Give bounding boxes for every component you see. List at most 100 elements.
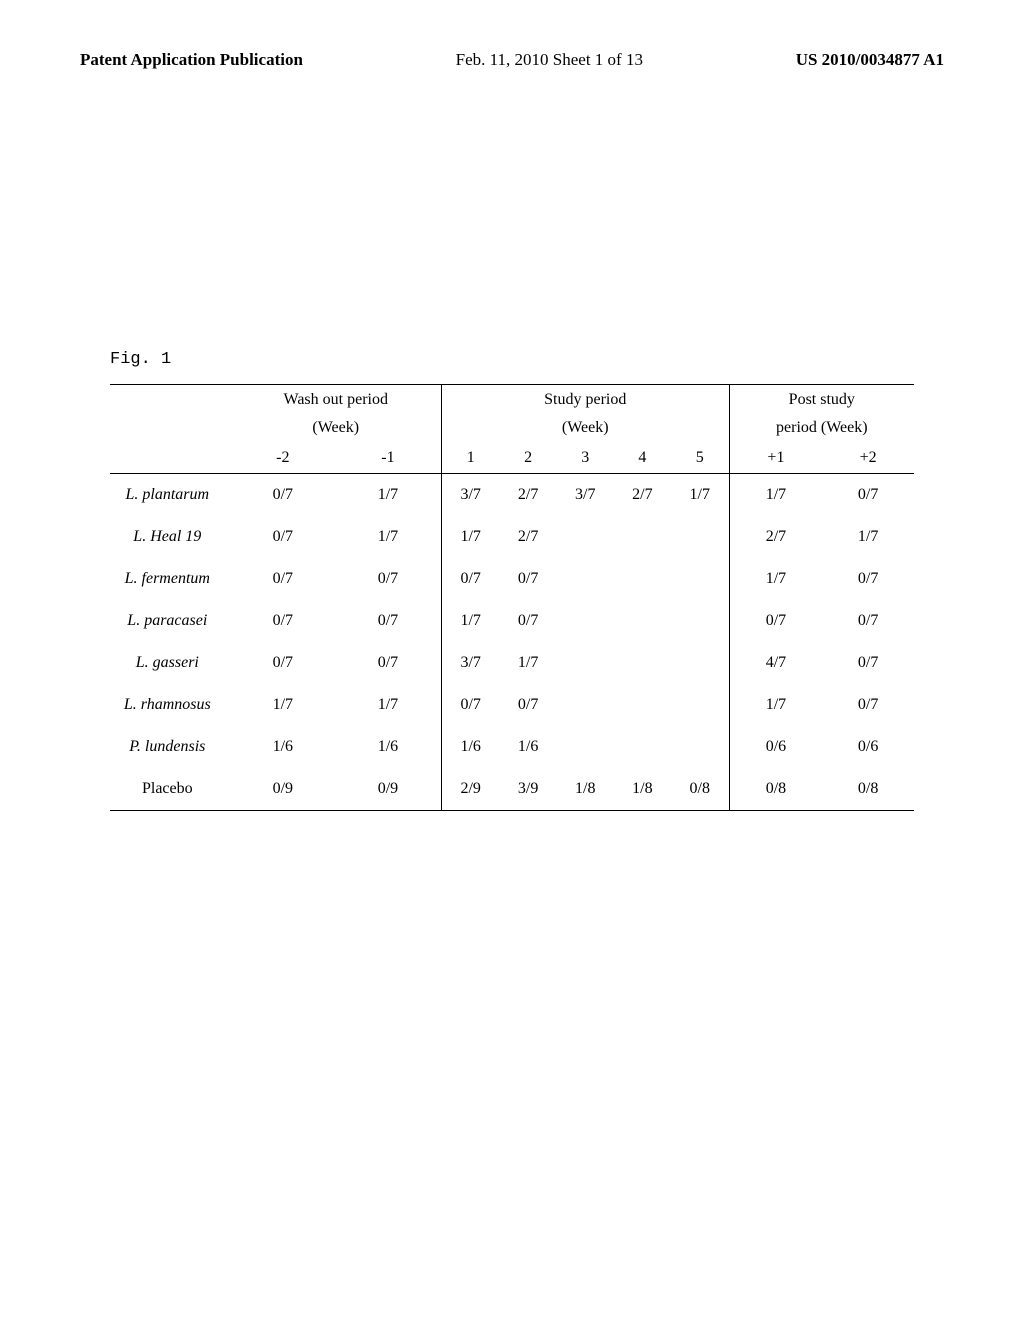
row-label: L. fermentum (110, 558, 231, 600)
data-cell: 1/6 (231, 726, 335, 768)
data-cell: 2/7 (500, 474, 557, 517)
page-header: Patent Application Publication Feb. 11, … (0, 0, 1024, 70)
data-cell: 0/7 (822, 642, 914, 684)
row-label: Placebo (110, 768, 231, 811)
data-cell: 1/7 (441, 516, 499, 558)
data-cell: 0/6 (822, 726, 914, 768)
data-cell: 0/7 (500, 600, 557, 642)
post-group-header: Post study (729, 385, 914, 416)
col-header: -1 (335, 443, 441, 474)
col-header: 5 (671, 443, 729, 474)
data-cell: 3/7 (441, 474, 499, 517)
data-cell: 0/6 (729, 726, 822, 768)
data-cell: 0/7 (500, 684, 557, 726)
row-label: L. rhamnosus (110, 684, 231, 726)
data-cell: 0/7 (500, 558, 557, 600)
data-cell: 0/8 (671, 768, 729, 811)
data-cell (557, 684, 614, 726)
data-cell: 1/8 (614, 768, 671, 811)
data-cell (671, 516, 729, 558)
date-sheet-info: Feb. 11, 2010 Sheet 1 of 13 (456, 50, 643, 70)
data-cell (557, 558, 614, 600)
row-label: L. Heal 19 (110, 516, 231, 558)
data-cell: 1/7 (441, 600, 499, 642)
table-row: L. fermentum0/70/70/70/71/70/7 (110, 558, 914, 600)
data-cell: 3/7 (441, 642, 499, 684)
week-label-row: (Week) (Week) period (Week) (110, 415, 914, 443)
data-cell (614, 558, 671, 600)
data-cell (614, 726, 671, 768)
data-cell: 0/7 (231, 516, 335, 558)
table-row: L. gasseri0/70/73/71/74/70/7 (110, 642, 914, 684)
data-cell: 1/7 (729, 474, 822, 517)
data-cell: 0/8 (729, 768, 822, 811)
data-cell: 0/7 (231, 642, 335, 684)
empty-header (110, 415, 231, 443)
data-cell: 1/7 (335, 516, 441, 558)
data-cell: 0/7 (822, 684, 914, 726)
data-cell (614, 642, 671, 684)
empty-header (110, 443, 231, 474)
col-header: 2 (500, 443, 557, 474)
data-cell: 2/9 (441, 768, 499, 811)
row-label: L. plantarum (110, 474, 231, 517)
data-cell: 2/7 (500, 516, 557, 558)
data-cell: 0/7 (441, 558, 499, 600)
group-header-row: Wash out period Study period Post study (110, 385, 914, 416)
washout-group-header: Wash out period (231, 385, 442, 416)
row-label: L. gasseri (110, 642, 231, 684)
table-row: L. Heal 190/71/71/72/72/71/7 (110, 516, 914, 558)
data-cell: 0/7 (231, 474, 335, 517)
data-cell: 1/7 (231, 684, 335, 726)
study-group-header: Study period (441, 385, 729, 416)
data-cell (557, 600, 614, 642)
data-cell: 4/7 (729, 642, 822, 684)
data-cell: 1/7 (729, 558, 822, 600)
col-header: +1 (729, 443, 822, 474)
data-cell (614, 600, 671, 642)
publication-number: US 2010/0034877 A1 (796, 50, 944, 70)
data-cell: 0/7 (822, 600, 914, 642)
data-cell (671, 684, 729, 726)
data-cell: 0/7 (441, 684, 499, 726)
empty-header (110, 385, 231, 416)
data-cell: 0/7 (822, 558, 914, 600)
data-cell: 1/7 (729, 684, 822, 726)
data-cell: 3/9 (500, 768, 557, 811)
publication-type: Patent Application Publication (80, 50, 303, 70)
table-body: L. plantarum0/71/73/72/73/72/71/71/70/7L… (110, 474, 914, 811)
data-cell (557, 516, 614, 558)
col-header: +2 (822, 443, 914, 474)
table-row: P. lundensis1/61/61/61/60/60/6 (110, 726, 914, 768)
column-numbers-row: -2 -1 1 2 3 4 5 +1 +2 (110, 443, 914, 474)
data-cell: 1/6 (441, 726, 499, 768)
table-row: L. rhamnosus1/71/70/70/71/70/7 (110, 684, 914, 726)
data-cell: 1/7 (500, 642, 557, 684)
data-cell: 3/7 (557, 474, 614, 517)
table-row: L. plantarum0/71/73/72/73/72/71/71/70/7 (110, 474, 914, 517)
data-cell: 1/6 (335, 726, 441, 768)
data-cell: 1/8 (557, 768, 614, 811)
data-cell (557, 726, 614, 768)
data-cell: 2/7 (614, 474, 671, 517)
data-cell (614, 684, 671, 726)
data-table: Wash out period Study period Post study … (110, 384, 914, 811)
data-cell: 1/7 (335, 474, 441, 517)
data-cell: 0/7 (231, 600, 335, 642)
data-cell: 1/7 (335, 684, 441, 726)
study-week-label: (Week) (441, 415, 729, 443)
post-week-label: period (Week) (729, 415, 914, 443)
col-header: -2 (231, 443, 335, 474)
data-cell: 0/7 (822, 474, 914, 517)
data-cell: 0/7 (335, 600, 441, 642)
data-cell (671, 558, 729, 600)
data-cell: 2/7 (729, 516, 822, 558)
data-cell (614, 516, 671, 558)
data-cell: 0/7 (335, 558, 441, 600)
data-cell: 1/7 (671, 474, 729, 517)
data-cell: 0/9 (335, 768, 441, 811)
content-area: Fig. 1 Wash out period Study period Post… (0, 70, 1024, 811)
row-label: L. paracasei (110, 600, 231, 642)
washout-week-label: (Week) (231, 415, 442, 443)
data-cell: 0/7 (231, 558, 335, 600)
